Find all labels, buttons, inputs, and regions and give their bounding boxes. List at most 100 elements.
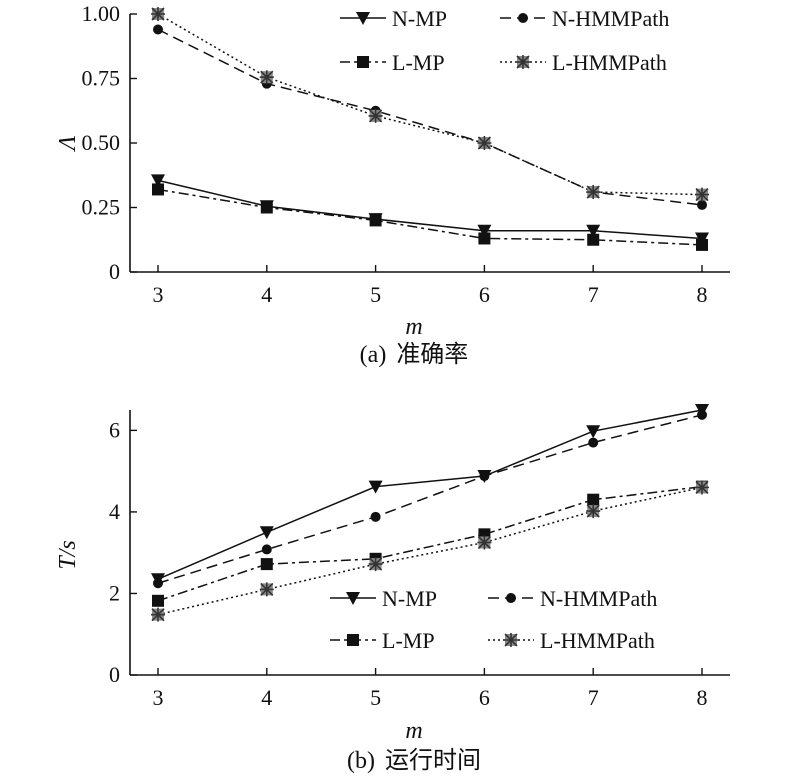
chart-b-x-tick-label: 5 bbox=[370, 685, 381, 710]
chart-a-legend-item-n-hmmpath: N-HMMPath bbox=[500, 6, 669, 31]
chart-b-x-tick-label: 7 bbox=[588, 685, 599, 710]
chart-a-legend-label: N-MP bbox=[392, 6, 447, 31]
chart-b-series-line-l-mp bbox=[157, 485, 703, 602]
chart-b-point-l-hmmpath bbox=[586, 504, 601, 519]
chart-b-y-tick-label: 4 bbox=[109, 499, 120, 524]
chart-b-point-n-hmmpath bbox=[153, 578, 163, 589]
chart-b-legend-marker bbox=[504, 633, 518, 647]
chart-a-caption: (a) 准确率 bbox=[360, 340, 469, 368]
chart-b-legend-marker bbox=[346, 592, 360, 605]
chart-a-legend-item-l-mp: L-MP bbox=[340, 50, 445, 75]
chart-b-point-l-mp bbox=[260, 558, 273, 571]
chart-a-point-l-mp bbox=[478, 232, 491, 245]
chart-a-legend-marker bbox=[516, 55, 530, 69]
chart-a-point-n-mp bbox=[586, 224, 601, 238]
chart-b-legend-label: L-MP bbox=[382, 628, 435, 653]
chart-a-legend: N-MP N-HMMPath L-MP L-HMMPath bbox=[340, 6, 669, 75]
chart-a-x-tick-label: 6 bbox=[479, 282, 490, 307]
chart-a-axes: 3 4 5 6 7 8 0 0.25 0.50 0.75 1.00 bbox=[82, 1, 730, 307]
chart-a-legend-item-l-hmmpath: L-HMMPath bbox=[500, 50, 667, 75]
chart-b-point-n-hmmpath bbox=[261, 544, 272, 555]
chart-b-point-n-hmmpath bbox=[588, 437, 599, 448]
chart-a-legend-marker bbox=[518, 13, 528, 23]
chart-b-x-tick-label: 3 bbox=[153, 685, 164, 710]
chart-a-xlabel: m bbox=[405, 314, 422, 340]
chart-b-series-line-n-hmmpath bbox=[157, 414, 703, 584]
chart-a-point-l-hmmpath bbox=[586, 185, 601, 200]
chart-b-y-tick-label: 6 bbox=[109, 417, 120, 442]
chart-b-series-line-n-mp bbox=[157, 409, 703, 580]
chart-b-point-n-mp bbox=[368, 480, 383, 494]
chart-a-series-line-l-mp bbox=[157, 188, 703, 246]
chart-b-y-tick-label: 2 bbox=[109, 580, 120, 605]
chart-b-legend-item-n-mp: N-MP bbox=[330, 586, 437, 611]
chart-b-point-l-hmmpath bbox=[477, 535, 492, 550]
chart-a-point-l-hmmpath bbox=[695, 187, 709, 202]
chart-a-x-tick-label: 5 bbox=[370, 282, 381, 307]
chart-b-legend-item-n-hmmpath: N-HMMPath bbox=[488, 586, 657, 611]
chart-b-legend: N-MP N-HMMPath L-MP L-HMMPath bbox=[330, 586, 657, 653]
chart-a-point-l-mp bbox=[587, 233, 600, 246]
chart-b-legend-item-l-mp: L-MP bbox=[330, 628, 435, 653]
chart-a-x-tick-label: 4 bbox=[261, 282, 272, 307]
chart-a-point-l-mp bbox=[696, 238, 708, 251]
chart-a-series-line-n-hmmpath bbox=[157, 28, 703, 206]
chart-a-legend-label: L-HMMPath bbox=[552, 50, 667, 75]
chart-a-x-tick-label: 3 bbox=[153, 282, 164, 307]
chart-a-ylabel: Λ bbox=[55, 135, 81, 152]
chart-b-x-tick-label: 8 bbox=[697, 685, 708, 710]
chart-a-legend-marker bbox=[357, 56, 369, 68]
chart-b-caption-text: 运行时间 bbox=[385, 746, 481, 774]
chart-a-y-tick-label: 0 bbox=[109, 259, 120, 284]
chart-b-series bbox=[151, 404, 709, 622]
chart-b-point-n-hmmpath bbox=[479, 471, 490, 482]
chart-b-legend-label: N-MP bbox=[382, 586, 437, 611]
chart-b-point-l-hmmpath bbox=[368, 557, 383, 572]
chart-b-legend-label: N-HMMPath bbox=[540, 586, 657, 611]
chart-a-y-tick-label: 1.00 bbox=[82, 1, 121, 26]
chart-a-legend-marker bbox=[356, 12, 370, 25]
chart-a-legend-item-n-mp: N-MP bbox=[340, 6, 447, 31]
chart-b-legend-marker bbox=[347, 634, 359, 646]
chart-b-point-n-hmmpath bbox=[370, 511, 381, 522]
chart-a-caption-prefix: (a) bbox=[360, 342, 387, 368]
chart-a-series-line-l-hmmpath bbox=[157, 13, 703, 196]
chart-a-x-tick-label: 8 bbox=[697, 282, 708, 307]
chart-a-y-tick-label: 0.75 bbox=[82, 66, 121, 91]
chart-a-x-tick-label: 7 bbox=[588, 282, 599, 307]
chart-b-legend-item-l-hmmpath: L-HMMPath bbox=[488, 628, 655, 653]
chart-a-point-l-hmmpath bbox=[368, 108, 383, 123]
chart-b-x-tick-label: 4 bbox=[261, 685, 272, 710]
chart-a-point-n-hmmpath bbox=[697, 199, 707, 210]
chart-a-point-l-hmmpath bbox=[151, 7, 165, 21]
chart-a-series-line-n-mp bbox=[157, 179, 703, 240]
chart-b-point-n-hmmpath bbox=[697, 409, 707, 420]
chart-b-ylabel: T/s bbox=[55, 540, 81, 569]
chart-a-point-l-mp bbox=[152, 183, 164, 196]
chart-b-axes: 3 4 5 6 7 8 0 2 4 6 bbox=[109, 410, 730, 710]
chart-b-point-l-hmmpath bbox=[151, 607, 165, 622]
chart-a-point-n-hmmpath bbox=[153, 24, 163, 35]
chart-a-point-l-mp bbox=[369, 214, 382, 227]
chart-a-point-l-hmmpath bbox=[259, 70, 274, 85]
chart-b-point-l-mp bbox=[587, 493, 600, 506]
chart-a-legend-label: L-MP bbox=[392, 50, 445, 75]
chart-a-point-n-mp bbox=[151, 174, 165, 188]
chart-a-caption-text: 准确率 bbox=[396, 340, 468, 368]
chart-a-point-l-mp bbox=[260, 201, 273, 214]
chart-a: 3 4 5 6 7 8 0 0.25 0.50 0.75 1.00 N-MP N-HMMPath L-M… bbox=[55, 1, 730, 368]
chart-b-xlabel: m bbox=[405, 718, 422, 744]
chart-b-caption-prefix: (b) bbox=[347, 748, 375, 774]
chart-b-point-l-hmmpath bbox=[259, 582, 274, 597]
chart-b-y-tick-label: 0 bbox=[109, 662, 120, 687]
chart-a-y-tick-label: 0.50 bbox=[82, 130, 121, 155]
chart-b-series-line-l-hmmpath bbox=[157, 486, 703, 616]
chart-a-point-n-mp bbox=[477, 224, 492, 238]
chart-b-point-l-hmmpath bbox=[695, 480, 709, 495]
chart-b-point-n-mp bbox=[586, 425, 601, 439]
chart-a-y-tick-label: 0.25 bbox=[82, 195, 121, 220]
chart-b-legend-label: L-HMMPath bbox=[540, 628, 655, 653]
chart-a-point-l-hmmpath bbox=[477, 136, 492, 150]
